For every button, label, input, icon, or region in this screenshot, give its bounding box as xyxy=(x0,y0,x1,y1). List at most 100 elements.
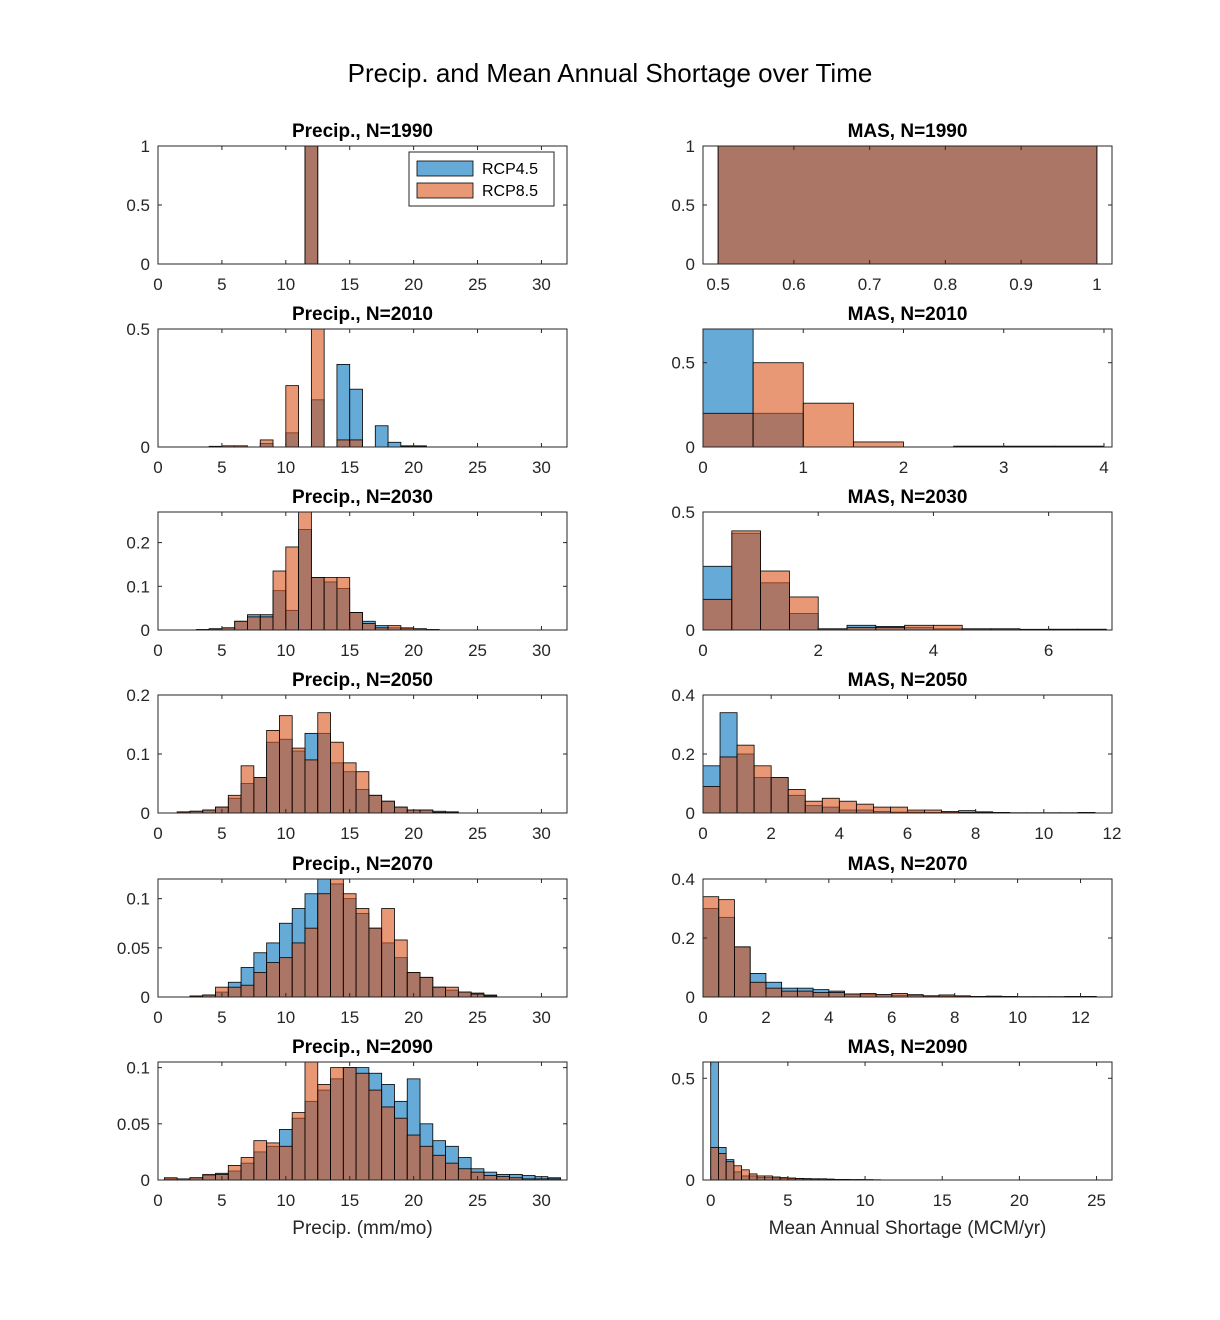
x-tick-label: 0 xyxy=(698,1008,707,1027)
x-tick-label: 25 xyxy=(468,1191,487,1210)
y-tick-label: 0.5 xyxy=(126,320,150,339)
rcp85-bar xyxy=(933,624,963,630)
y-tick-label: 0 xyxy=(686,438,695,457)
rcp85-bar xyxy=(330,1067,344,1180)
subplot-title: Precip., N=2050 xyxy=(292,670,433,691)
rcp85-bar xyxy=(317,712,331,813)
x-tick-label: 10 xyxy=(276,275,295,294)
rcp85-bar xyxy=(781,990,798,997)
x-tick-label: 1 xyxy=(799,458,808,477)
x-tick-label: 15 xyxy=(340,1008,359,1027)
rcp85-bar xyxy=(802,402,854,447)
rcp85-bar xyxy=(770,777,789,813)
legend-label: RCP8.5 xyxy=(482,183,538,200)
rcp85-bar xyxy=(272,570,287,630)
rcp45-bar xyxy=(387,441,402,447)
rcp85-bar xyxy=(387,625,402,630)
subplot-title: Precip., N=2010 xyxy=(292,304,433,325)
x-tick-label: 4 xyxy=(824,1008,833,1027)
x-tick-label: 2 xyxy=(813,641,822,660)
subplot-4: 0 1 2 3 4 0 0.5 MAS, N=2010 xyxy=(671,304,1113,477)
rcp85-bar xyxy=(355,908,370,997)
rcp85-bar xyxy=(330,879,344,997)
rcp85-bar xyxy=(445,986,459,997)
x-tick-label: 20 xyxy=(1010,1191,1029,1210)
rcp85-bar xyxy=(279,957,293,997)
rcp85-bar xyxy=(710,1147,719,1180)
x-axis-label: Mean Annual Shortage (MCM/yr) xyxy=(769,1218,1047,1239)
y-tick-label: 0.1 xyxy=(126,890,150,909)
rcp85-bar xyxy=(804,800,823,813)
x-tick-label: 2 xyxy=(766,824,775,843)
rcp85-bar xyxy=(355,771,370,813)
histogram-bars xyxy=(703,896,1097,997)
y-tick-label: 0 xyxy=(686,988,695,1007)
rcp85-bar xyxy=(725,1161,735,1180)
rcp85-bar xyxy=(247,616,261,630)
rcp85-bar xyxy=(703,598,733,630)
subplot-5: 0 5 10 15 20 25 30 0 0.1 0.2 Precip., N=2030 xyxy=(126,487,568,660)
histogram-bars xyxy=(703,712,1096,813)
x-tick-label: 0 xyxy=(698,458,707,477)
x-tick-label: 3 xyxy=(999,458,1008,477)
y-tick-label: 0.2 xyxy=(671,745,695,764)
y-tick-label: 0.1 xyxy=(126,577,150,596)
rcp85-bar xyxy=(381,800,395,813)
rcp85-bar xyxy=(336,439,351,447)
rcp85-bar xyxy=(703,896,720,997)
subplot-10: 0 2 4 6 8 10 12 0 0.2 0.4 MAS, N=2070 xyxy=(671,854,1113,1027)
y-tick-label: 0.5 xyxy=(671,503,695,522)
rcp85-bar xyxy=(234,445,248,447)
rcp85-bar xyxy=(381,1106,395,1180)
x-tick-label: 12 xyxy=(1071,1008,1090,1027)
rcp85-bar xyxy=(904,624,934,630)
x-tick-label: 25 xyxy=(1087,1191,1106,1210)
x-tick-label: 25 xyxy=(468,1008,487,1027)
x-tick-label: 0.7 xyxy=(858,275,882,294)
plot-area xyxy=(703,1062,1112,1180)
rcp85-bar xyxy=(266,962,280,997)
x-tick-label: 0 xyxy=(698,824,707,843)
rcp85-bar xyxy=(240,1157,255,1180)
rcp85-bar xyxy=(240,765,255,813)
x-tick-label: 10 xyxy=(276,641,295,660)
x-tick-label: 0 xyxy=(153,824,162,843)
subplot-7: 0 5 10 15 20 25 30 0 0.1 0.2 Precip., N=2050 xyxy=(126,670,568,843)
x-tick-label: 0 xyxy=(153,1191,162,1210)
axes-box xyxy=(702,328,1113,448)
rcp85-bar xyxy=(234,620,248,630)
rcp85-bar xyxy=(718,1153,727,1180)
rcp85-bar xyxy=(406,1134,421,1180)
x-tick-label: 10 xyxy=(276,1191,295,1210)
y-tick-label: 0.2 xyxy=(671,929,695,948)
x-tick-label: 10 xyxy=(276,1008,295,1027)
rcp85-bar xyxy=(266,730,280,813)
rcp85-bar xyxy=(419,1145,434,1180)
y-tick-label: 0.5 xyxy=(671,1069,695,1088)
rcp85-bar xyxy=(253,777,268,813)
rcp85-bar xyxy=(259,616,274,630)
rcp85-bar xyxy=(163,1177,178,1180)
rcp85-legend-swatch xyxy=(416,182,474,199)
histogram-bars xyxy=(163,1062,562,1180)
histogram-bars xyxy=(710,1062,881,1180)
subplot-title: MAS, N=2010 xyxy=(848,304,968,325)
rcp85-bar xyxy=(298,512,312,630)
x-tick-label: 4 xyxy=(1099,458,1108,477)
x-tick-label: 15 xyxy=(340,458,359,477)
rcp85-bar xyxy=(753,765,772,813)
x-tick-label: 25 xyxy=(468,641,487,660)
rcp85-bar xyxy=(227,986,242,997)
rcp85-bar xyxy=(873,806,891,813)
y-tick-label: 0 xyxy=(141,438,150,457)
x-tick-label: 6 xyxy=(903,824,912,843)
rcp85-bar xyxy=(285,385,299,447)
rcp45-bar xyxy=(374,425,389,447)
rcp85-bar xyxy=(719,756,738,813)
x-tick-label: 15 xyxy=(340,824,359,843)
rcp85-bar xyxy=(266,1142,280,1180)
y-tick-label: 1 xyxy=(686,137,695,156)
rcp85-bar xyxy=(394,806,408,813)
y-tick-label: 0.5 xyxy=(126,196,150,215)
